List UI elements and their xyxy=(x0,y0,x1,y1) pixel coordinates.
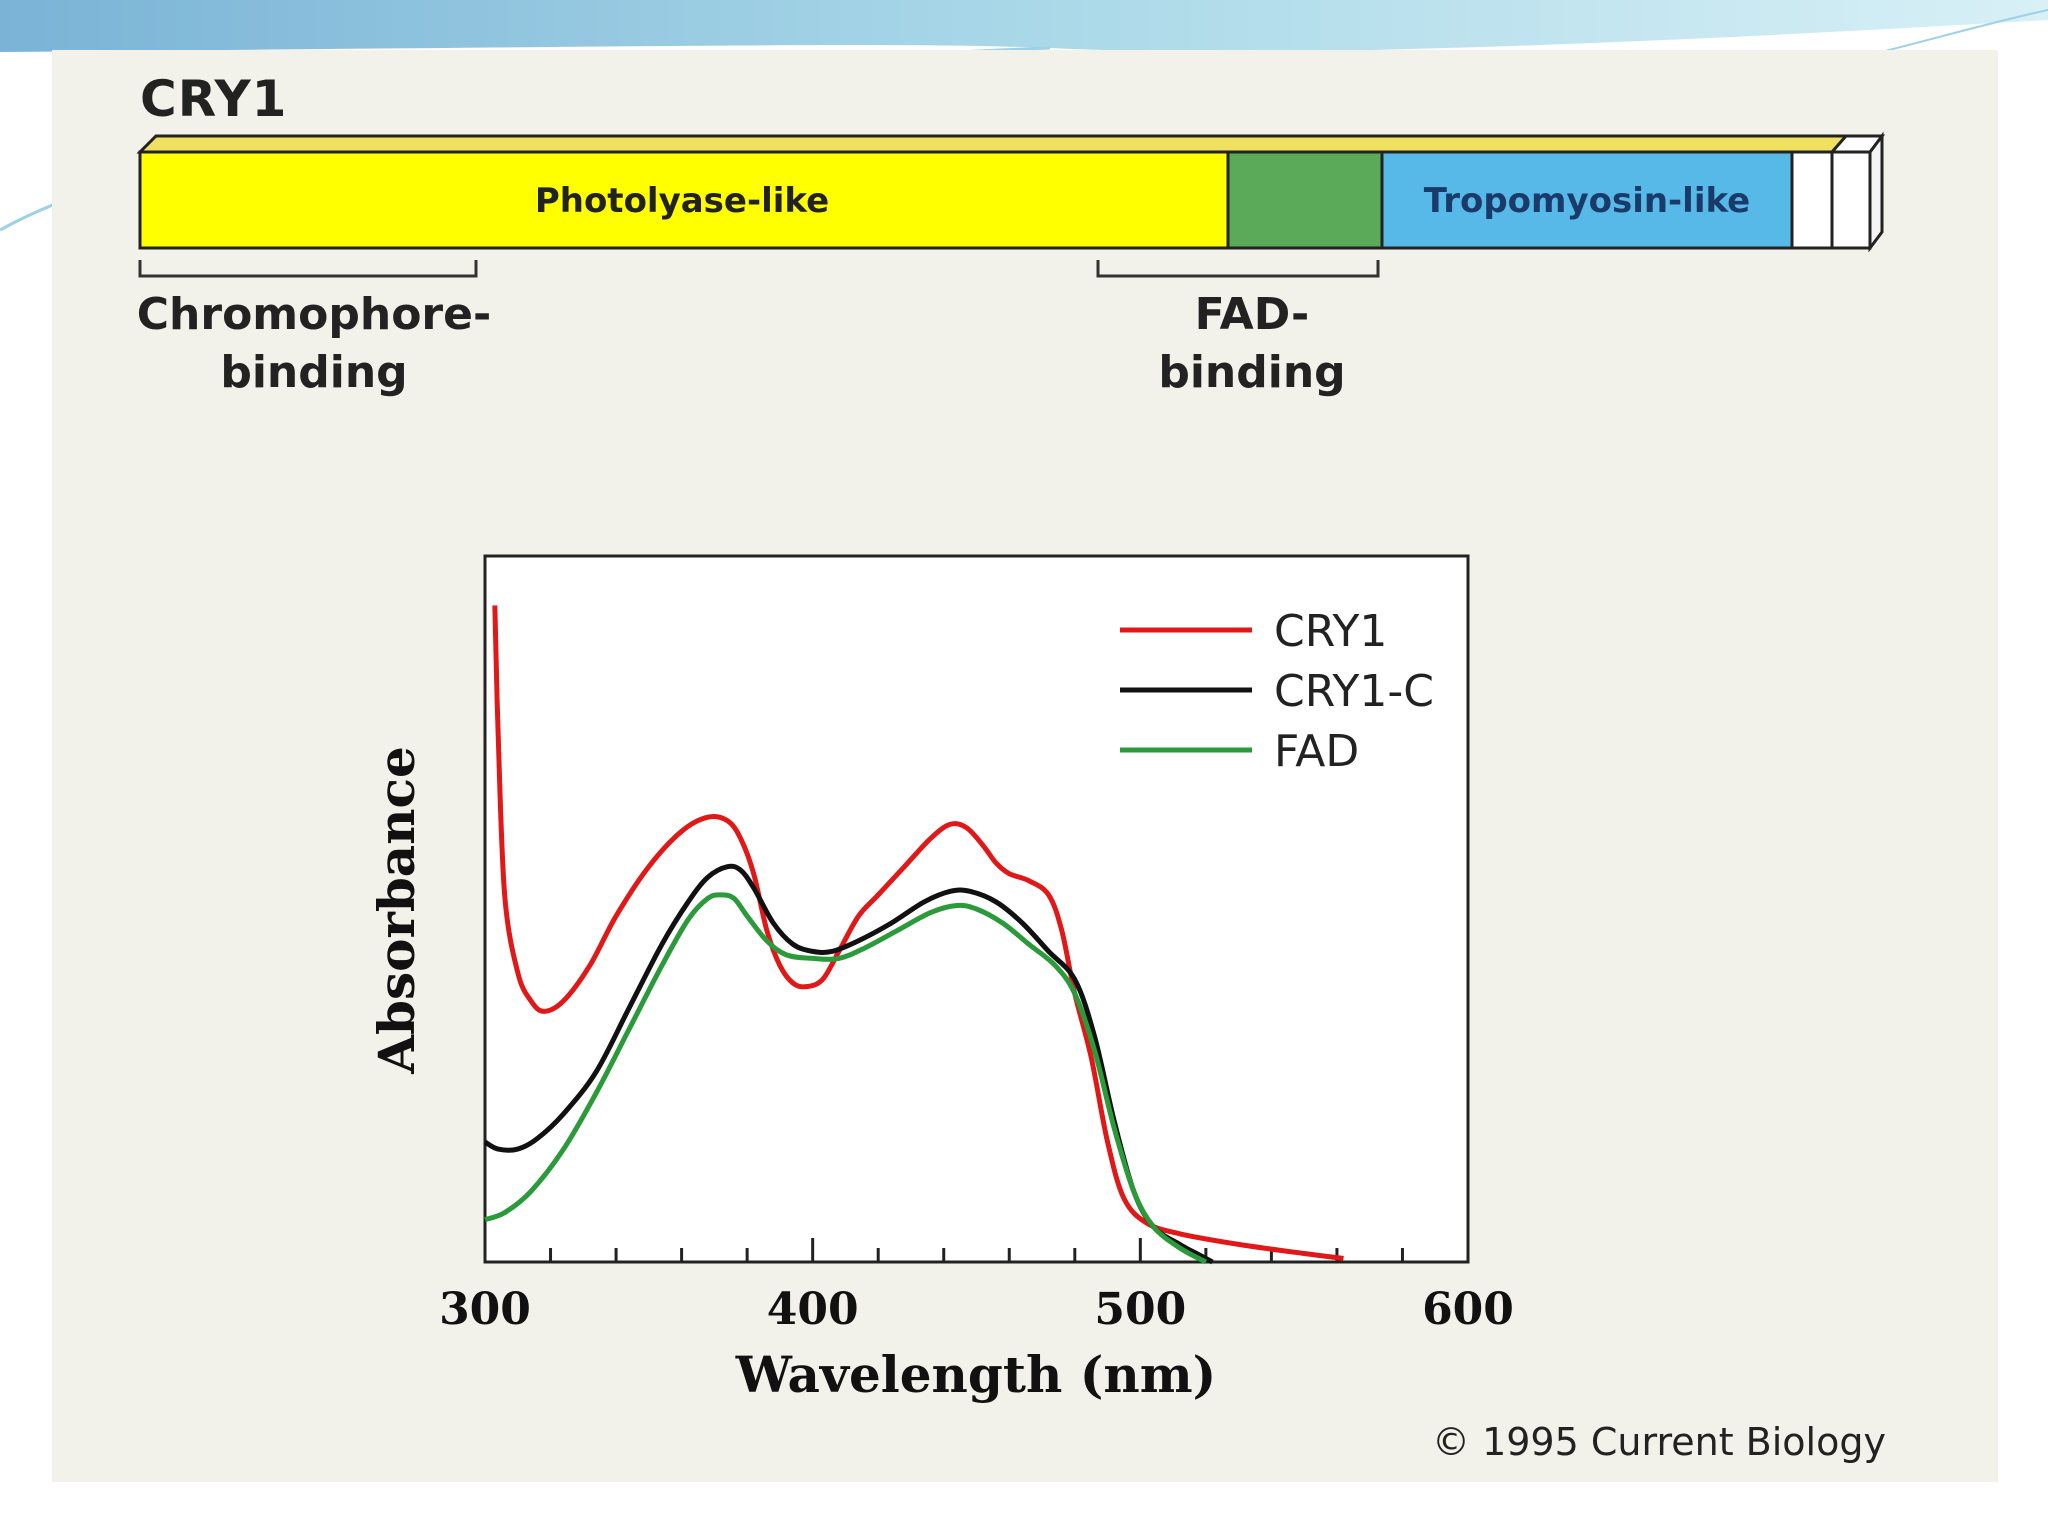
chromophore-binding-label: Chromophore- binding xyxy=(136,289,492,398)
segment-label-tropomyosin: Tropomyosin-like xyxy=(1424,181,1751,221)
x-tick-label: 500 xyxy=(1094,1284,1186,1335)
plot-area xyxy=(483,554,1470,1264)
chromophore-bracket xyxy=(138,260,478,278)
y-axis-title: Absorbance xyxy=(367,746,426,1075)
legend-label: FAD xyxy=(1274,726,1359,777)
fad-binding-label: FAD- binding xyxy=(1158,289,1346,398)
domain-diagram: Photolyase-like Tropomyosin-like xyxy=(136,131,1885,278)
segment-fad-region xyxy=(1226,150,1384,250)
figure-panel: CRY1 Photolyase-like Tropomyosin-like Ch… xyxy=(52,50,1998,1482)
copyright-notice: © 1995 Current Biology xyxy=(1432,1420,1886,1464)
segment-tropomyosin xyxy=(1380,150,1794,250)
segment-c-terminal xyxy=(1790,150,1834,250)
legend-label: CRY1 xyxy=(1274,606,1387,657)
x-tick-label: 600 xyxy=(1422,1284,1514,1335)
legend-label: CRY1-C xyxy=(1274,666,1434,717)
diagram-title: CRY1 xyxy=(140,70,288,128)
series-line-fad xyxy=(484,892,1208,1265)
x-tick-label: 300 xyxy=(439,1284,531,1335)
x-axis-title: Wavelength (nm) xyxy=(735,1345,1217,1404)
segment-photolyase xyxy=(138,150,1230,250)
segment-label-photolyase: Photolyase-like xyxy=(535,181,829,221)
fad-bracket xyxy=(1096,260,1380,278)
series-line-cry1 xyxy=(492,605,1344,1261)
x-tick-label: 400 xyxy=(767,1284,859,1335)
absorbance-chart: 300 400 500 600 CRY1 CRY1-C FAD Wavelength (n… xyxy=(367,554,1514,1404)
